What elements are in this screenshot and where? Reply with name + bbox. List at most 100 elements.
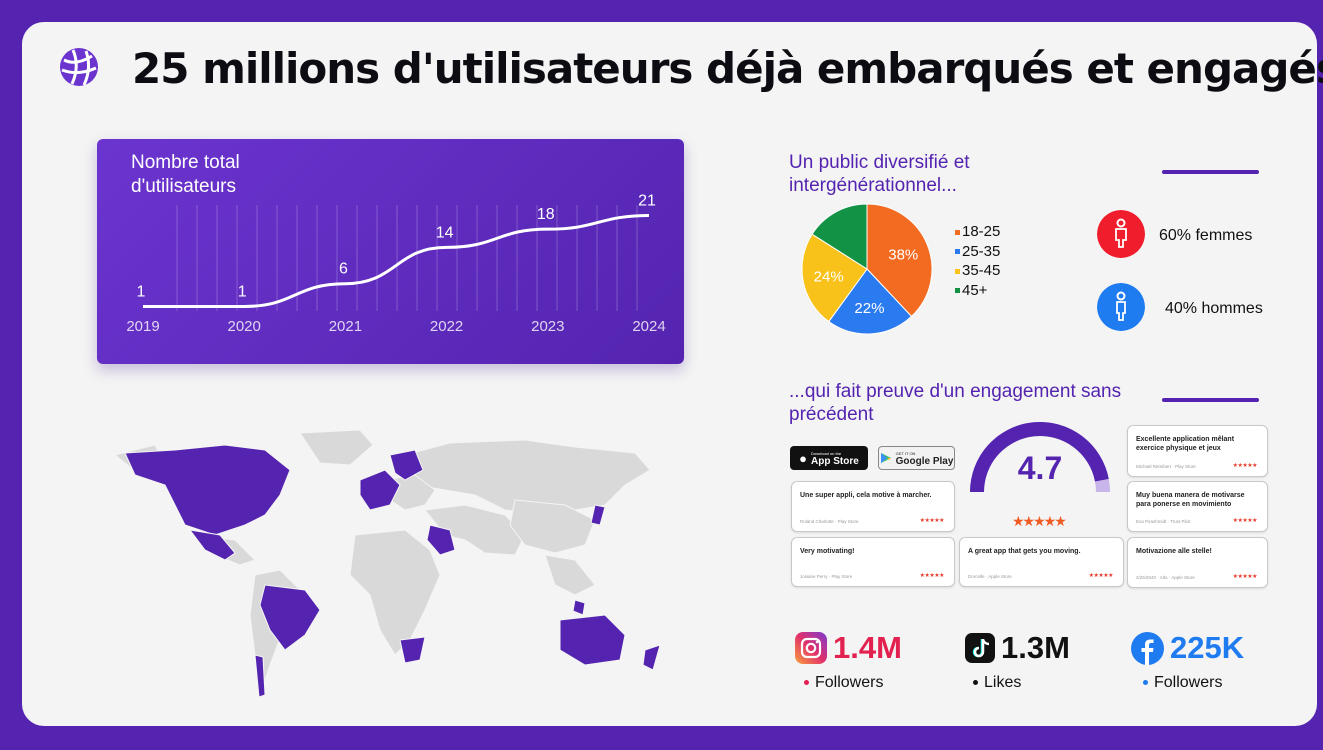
map-russia-asia: [404, 439, 651, 516]
data-label: 6: [339, 261, 348, 278]
bullet-dot: [804, 680, 809, 686]
review-author: Eva Pirashmidt · Trust Pilot: [1136, 519, 1191, 524]
map-scandinavia: [389, 449, 424, 481]
map-indonesia: [572, 599, 586, 616]
instagram-label-text: Followers: [815, 674, 884, 691]
tiktok-icon: [965, 633, 995, 663]
review-stars: ★★★★★: [919, 518, 945, 524]
map-new-zealand: [642, 644, 661, 671]
review-text: Motivazione alle stelle!: [1136, 548, 1212, 555]
x-tick-label: 2020: [228, 318, 261, 335]
data-label: 14: [436, 224, 454, 241]
map-europe-west: [359, 469, 401, 511]
data-label: 21: [638, 193, 656, 210]
review-stars: ★★★★★: [1088, 573, 1114, 579]
facebook-count: 225K: [1170, 630, 1245, 665]
app-store-badge[interactable]: ● Download on the App Store: [790, 446, 868, 470]
legend-swatch: [955, 229, 960, 235]
map-brazil: [259, 584, 321, 651]
demographics-title-line2: intergénérationnel...: [789, 175, 957, 196]
data-label: 18: [537, 206, 555, 223]
google-play-label: Google Play: [895, 456, 954, 467]
facebook-stat: 225K: [1131, 630, 1244, 666]
map-china: [509, 499, 596, 554]
legend-swatch: [955, 268, 960, 274]
rating-gauge: 4.7: [970, 422, 1110, 493]
tiktok-label-text: Likes: [984, 674, 1022, 691]
map-africa: [349, 529, 441, 656]
review-author: Roland Charlotte · Play Store: [800, 519, 859, 524]
app-store-label: App Store: [811, 456, 859, 467]
review-card: Muy buena manera de motivarse para poner…: [1127, 481, 1268, 532]
x-tick-label: 2024: [632, 318, 665, 335]
map-chile: [254, 654, 266, 698]
men-percentage: 40% hommes: [1165, 300, 1263, 317]
users-growth-card: Nombre total d'utilisateurs 1 2019 1 2020 6 2…: [97, 139, 684, 364]
age-pie-chart: 38% 22% 24%: [801, 203, 933, 335]
women-percentage: 60% femmes: [1159, 227, 1253, 244]
data-label: 1: [137, 283, 146, 300]
growth-title-line1: Nombre total: [131, 152, 240, 173]
review-text: Very motivating!: [800, 548, 855, 555]
legend-item: 18-25: [955, 222, 1000, 242]
tiktok-label: Likes: [973, 674, 1021, 692]
data-label: 1: [238, 283, 247, 300]
x-tick-label: 2021: [329, 318, 362, 335]
map-se-asia: [544, 554, 596, 596]
google-play-badge[interactable]: GET IT ON Google Play: [878, 446, 955, 470]
google-play-small: GET IT ON: [895, 451, 916, 456]
review-stars: ★★★★★: [1232, 463, 1258, 469]
review-card: Motivazione alle stelle! 2/25/2040 · Alt…: [1127, 537, 1268, 588]
x-tick-label: 2022: [430, 318, 463, 335]
review-text: Muy buena manera de motivarse para poner…: [1136, 492, 1245, 508]
apple-icon: ●: [799, 450, 808, 466]
section-rule: [1162, 170, 1259, 174]
review-author: Michaël Remibert · Play Store: [1136, 464, 1196, 469]
growth-chart-title: Nombre total d'utilisateurs: [131, 151, 311, 199]
legend-swatch: [955, 288, 960, 294]
review-card: Very motivating! Josiane Perry · Play St…: [791, 537, 955, 587]
map-saudi: [426, 524, 456, 556]
review-author: Josiane Perry · Play Store: [800, 574, 853, 579]
pie-slice-label: 24%: [814, 268, 844, 285]
tiktok-count: 1.3M: [1001, 630, 1070, 665]
legend-label: 18-25: [962, 223, 1001, 240]
pie-slice: [811, 203, 868, 270]
map-greenland: [299, 429, 374, 466]
tiktok-stat: 1.3M: [965, 630, 1070, 666]
instagram-count: 1.4M: [833, 630, 902, 665]
pie-slice-label: 22%: [854, 300, 884, 317]
man-icon: [1097, 283, 1145, 331]
map-south-africa: [399, 636, 426, 664]
legend-label: 45+: [962, 281, 988, 299]
rating-value: 4.7: [1018, 450, 1062, 486]
globe-icon: [60, 48, 98, 86]
engagement-title: ...qui fait preuve d'un engagement sans …: [789, 380, 1121, 426]
instagram-stat: 1.4M: [795, 630, 902, 666]
review-stars: ★★★★★: [1232, 574, 1258, 580]
facebook-label-text: Followers: [1154, 674, 1223, 691]
demographics-title: Un public diversifié et intergénérationn…: [789, 151, 970, 197]
review-author: Dorcelle · Apple Store: [968, 574, 1012, 579]
review-author: 2/25/2040 · Alto · Apple Store: [1136, 575, 1195, 580]
engagement-title-line1: ...qui fait preuve d'un engagement sans: [789, 381, 1122, 402]
pie-slice-label: 38%: [888, 247, 918, 264]
review-stars: ★★★★★: [919, 573, 945, 579]
facebook-label: Followers: [1143, 674, 1222, 692]
legend-label: 35-45: [962, 262, 1001, 279]
section-rule: [1162, 398, 1259, 402]
world-map: [113, 429, 661, 698]
review-text: Excellente application mêlant exercice p…: [1136, 436, 1235, 452]
pie-legend: 18-25 25-35 35-45 45+: [955, 222, 1000, 300]
pie-slice: [801, 233, 868, 323]
review-card: Une super appli, cela motive à marcher. …: [791, 481, 955, 532]
legend-label: 25-35: [962, 242, 1001, 260]
review-text: A great app that gets you moving.: [968, 548, 1081, 555]
rating-stars: ★★★★★: [1012, 513, 1067, 529]
growth-line-chart: 1 2019 1 2020 6 2021 14 2022 18 2023 21 2024: [126, 193, 665, 335]
pie-slice: [828, 268, 913, 335]
bullet-dot: [1143, 680, 1148, 686]
engagement-title-line2: précédent: [789, 404, 874, 425]
facebook-icon: [1131, 631, 1164, 665]
woman-icon: [1097, 210, 1145, 258]
